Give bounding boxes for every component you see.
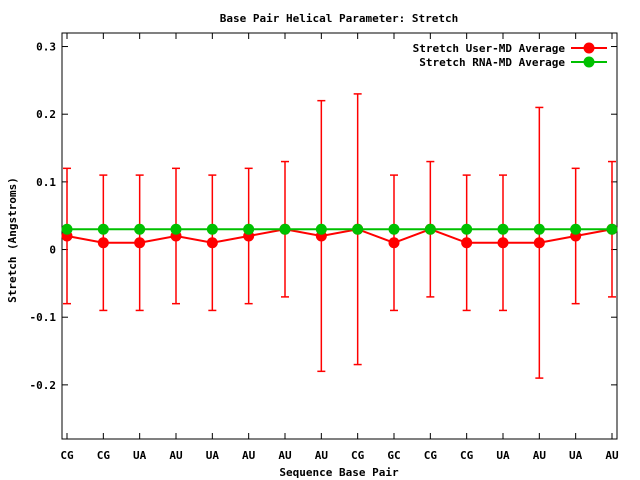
data-point	[388, 223, 400, 235]
x-axis-ticks: CG CG UA AU UA AU AU AU CG GC CG CG UA AU UA AU	[60, 33, 619, 462]
data-point	[497, 237, 509, 249]
legend-label: Stretch User-MD Average	[413, 42, 566, 55]
y-tick-label: 0.2	[36, 108, 56, 121]
data-point	[206, 237, 218, 249]
x-tick-label: CG	[97, 449, 111, 462]
y-tick-label: -0.1	[30, 311, 57, 324]
legend-marker	[583, 42, 595, 54]
x-tick-label: AU	[169, 449, 183, 462]
x-tick-label: AU	[242, 449, 256, 462]
data-point	[497, 223, 509, 235]
data-point	[424, 223, 436, 235]
data-point	[134, 223, 146, 235]
data-point	[533, 237, 545, 249]
legend-marker	[583, 56, 595, 68]
data-point	[170, 223, 182, 235]
x-tick-label: CG	[424, 449, 438, 462]
x-tick-label: UA	[133, 449, 147, 462]
data-point	[315, 223, 327, 235]
data-point	[570, 223, 582, 235]
data-point	[461, 237, 473, 249]
x-axis-label: Sequence Base Pair	[279, 466, 399, 479]
x-tick-label: AU	[278, 449, 292, 462]
y-tick-label: 0	[49, 244, 56, 257]
data-point	[97, 237, 109, 249]
data-point	[134, 237, 146, 249]
y-axis-ticks: -0.2 -0.1 0 0.1 0.2 0.3	[30, 41, 617, 392]
data-point	[606, 223, 618, 235]
x-tick-label: CG	[60, 449, 74, 462]
x-tick-label: CG	[460, 449, 474, 462]
y-tick-label: -0.2	[30, 379, 57, 392]
series-line	[66, 228, 613, 244]
series-rna-md	[61, 223, 618, 235]
x-tick-label: AU	[605, 449, 619, 462]
x-tick-label: UA	[496, 449, 510, 462]
data-point	[97, 223, 109, 235]
x-tick-label: UA	[206, 449, 220, 462]
x-tick-label: UA	[569, 449, 583, 462]
data-point	[206, 223, 218, 235]
legend-label: Stretch RNA-MD Average	[419, 56, 565, 69]
y-tick-label: 0.3	[36, 41, 56, 54]
x-tick-label: CG	[351, 449, 365, 462]
plot-frame	[61, 32, 618, 440]
data-point	[61, 223, 73, 235]
x-tick-label: AU	[315, 449, 329, 462]
x-tick-label: AU	[533, 449, 547, 462]
x-tick-label: GC	[387, 449, 400, 462]
data-point	[533, 223, 545, 235]
series-user-md	[61, 93, 618, 379]
data-point	[352, 223, 364, 235]
data-point	[279, 223, 291, 235]
y-axis-label: Stretch (Angstroms)	[6, 177, 19, 303]
data-point	[461, 223, 473, 235]
y-tick-label: 0.1	[36, 176, 56, 189]
chart-title: Base Pair Helical Parameter: Stretch	[220, 12, 458, 25]
data-point	[388, 237, 400, 249]
data-point	[243, 223, 255, 235]
series-layer	[61, 93, 618, 379]
